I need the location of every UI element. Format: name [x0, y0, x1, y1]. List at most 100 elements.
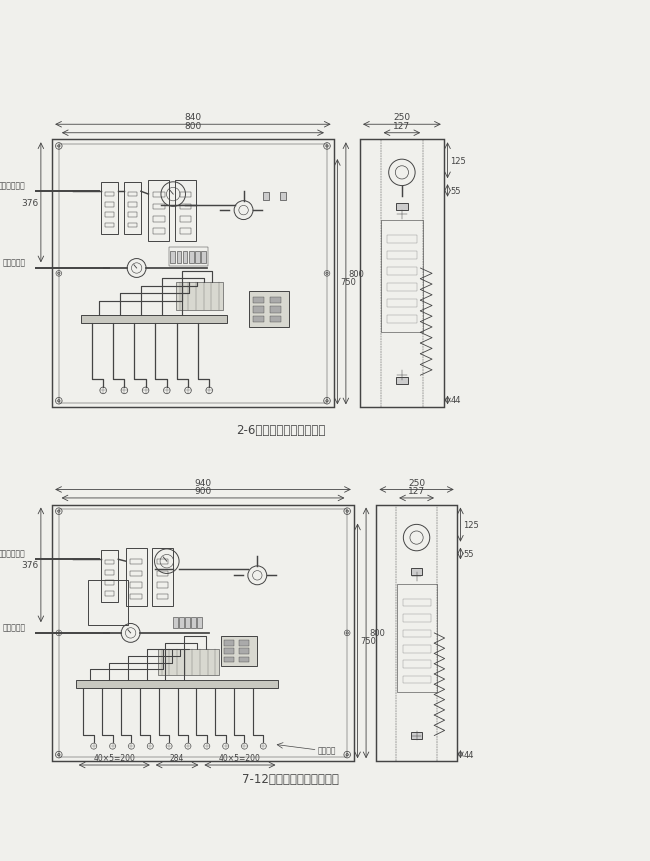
Text: 44: 44: [450, 396, 461, 405]
Bar: [387, 251, 417, 260]
Bar: [153, 229, 164, 235]
Bar: [153, 205, 164, 210]
Bar: [263, 193, 269, 201]
Bar: [396, 203, 408, 211]
Bar: [105, 224, 114, 228]
Bar: [105, 581, 114, 585]
Bar: [152, 548, 173, 607]
Bar: [387, 268, 417, 276]
Bar: [105, 203, 114, 208]
Text: 900: 900: [194, 486, 212, 496]
Text: 284: 284: [170, 753, 185, 762]
Bar: [221, 636, 257, 666]
Bar: [131, 560, 142, 565]
Bar: [387, 236, 417, 244]
Bar: [52, 140, 333, 408]
Bar: [402, 615, 430, 622]
Text: 750: 750: [340, 278, 356, 287]
Text: 800: 800: [348, 269, 365, 278]
Bar: [81, 316, 227, 324]
Bar: [239, 648, 250, 654]
Bar: [411, 732, 422, 740]
Bar: [253, 316, 265, 323]
Bar: [157, 571, 168, 576]
Bar: [270, 297, 281, 304]
Text: 940: 940: [194, 478, 211, 487]
Text: 油气出口: 油气出口: [318, 746, 336, 754]
Bar: [402, 645, 430, 653]
Text: 125: 125: [463, 521, 479, 530]
Bar: [253, 307, 265, 313]
Bar: [402, 660, 430, 668]
Bar: [201, 251, 206, 264]
Bar: [402, 630, 430, 637]
Bar: [158, 649, 219, 676]
Bar: [376, 505, 457, 761]
Bar: [249, 292, 289, 327]
Bar: [131, 583, 142, 588]
Bar: [170, 251, 175, 264]
Text: 250: 250: [393, 114, 410, 122]
Text: 750: 750: [360, 636, 376, 646]
Bar: [396, 377, 408, 385]
Text: 840: 840: [185, 114, 202, 122]
Bar: [191, 617, 196, 629]
Bar: [224, 640, 234, 646]
Text: 55: 55: [450, 187, 461, 195]
Bar: [402, 599, 430, 607]
Text: 压力油进口: 压力油进口: [3, 257, 26, 267]
Bar: [270, 316, 281, 323]
Bar: [105, 560, 114, 565]
Text: 55: 55: [463, 549, 474, 558]
Bar: [101, 183, 118, 234]
Bar: [105, 592, 114, 596]
Bar: [239, 640, 250, 646]
Bar: [58, 510, 347, 757]
Bar: [280, 193, 286, 201]
Bar: [270, 307, 281, 313]
Bar: [157, 560, 168, 565]
Bar: [381, 220, 423, 333]
Bar: [153, 192, 164, 198]
Bar: [88, 580, 127, 625]
Text: 250: 250: [408, 478, 425, 487]
Bar: [176, 282, 223, 311]
Bar: [387, 316, 417, 324]
Bar: [153, 217, 164, 222]
Bar: [126, 548, 146, 607]
Bar: [387, 300, 417, 308]
Bar: [59, 145, 327, 403]
Bar: [168, 248, 207, 267]
Bar: [360, 140, 444, 408]
Bar: [224, 648, 234, 654]
Text: 376: 376: [21, 199, 38, 208]
Bar: [195, 251, 200, 264]
Bar: [131, 594, 142, 600]
Bar: [177, 251, 181, 264]
Text: 376: 376: [21, 561, 38, 570]
Bar: [128, 214, 137, 218]
Bar: [396, 585, 437, 692]
Bar: [157, 583, 168, 588]
Bar: [105, 214, 114, 218]
Bar: [101, 550, 118, 602]
Bar: [188, 251, 194, 264]
Bar: [224, 657, 234, 663]
Text: 127: 127: [408, 486, 425, 496]
Bar: [173, 617, 177, 629]
Text: 压缩空气进口: 压缩空气进口: [0, 548, 26, 558]
Text: 44: 44: [463, 750, 474, 759]
Bar: [105, 193, 114, 197]
Bar: [128, 224, 137, 228]
Bar: [124, 183, 141, 234]
Bar: [179, 617, 184, 629]
Bar: [76, 681, 278, 688]
Text: 125: 125: [450, 157, 466, 165]
Bar: [185, 617, 190, 629]
Text: 40×5=200: 40×5=200: [94, 753, 135, 762]
Bar: [157, 594, 168, 600]
Text: 压缩空气进口: 压缩空气进口: [0, 181, 26, 190]
Text: 40×5=200: 40×5=200: [219, 753, 261, 762]
Bar: [128, 203, 137, 208]
Bar: [387, 284, 417, 292]
